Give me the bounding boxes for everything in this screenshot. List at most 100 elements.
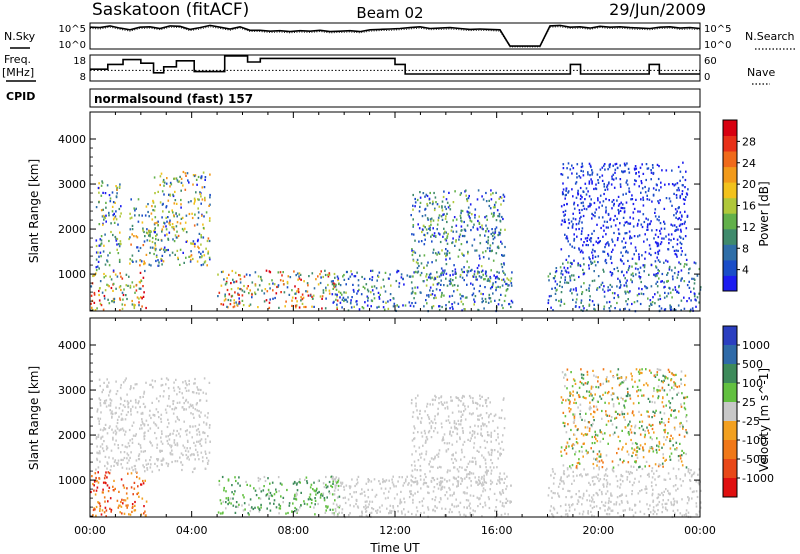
power-cell bbox=[668, 183, 670, 186]
velocity-cell bbox=[594, 393, 596, 396]
velocity-cell bbox=[484, 504, 487, 507]
power-cell bbox=[581, 292, 583, 296]
velocity-cell bbox=[217, 511, 220, 514]
power-cell bbox=[626, 303, 629, 306]
velocity-cell bbox=[639, 500, 641, 503]
power-cell bbox=[137, 249, 140, 252]
velocity-cell bbox=[320, 494, 322, 497]
power-cell bbox=[663, 207, 666, 210]
velocity-cell bbox=[166, 404, 169, 407]
power-cell bbox=[248, 292, 250, 295]
power-cell bbox=[153, 228, 156, 232]
power-cell bbox=[663, 308, 666, 311]
velocity-cell bbox=[96, 451, 98, 454]
power-cell bbox=[481, 269, 484, 272]
velocity-cell bbox=[165, 383, 167, 386]
power-cell bbox=[489, 297, 492, 300]
power-cell bbox=[104, 216, 107, 220]
velocity-cell bbox=[100, 437, 102, 440]
power-cell bbox=[130, 216, 133, 219]
power-cell bbox=[116, 275, 119, 278]
velocity-cell bbox=[505, 487, 507, 491]
power-cell bbox=[383, 285, 385, 288]
velocity-cell bbox=[487, 434, 489, 437]
power-cell bbox=[572, 298, 574, 301]
velocity-cell bbox=[385, 479, 388, 482]
velocity-cell bbox=[116, 427, 119, 430]
power-cell bbox=[476, 266, 479, 270]
power-cell bbox=[172, 226, 175, 229]
power-cell bbox=[422, 224, 425, 227]
velocity-cell bbox=[184, 430, 187, 433]
velocity-cell bbox=[296, 482, 298, 485]
power-cell bbox=[192, 183, 194, 186]
power-cell bbox=[593, 270, 595, 273]
velocity-cell bbox=[221, 475, 224, 479]
power-cell bbox=[559, 266, 562, 269]
velocity-cell bbox=[156, 446, 158, 449]
power-cell bbox=[562, 167, 565, 170]
velocity-cell bbox=[470, 437, 472, 440]
velocity-cell bbox=[194, 458, 196, 461]
power-cell bbox=[655, 273, 658, 276]
velocity-cell bbox=[136, 411, 139, 414]
velocity-cell bbox=[103, 399, 106, 403]
power-cell bbox=[619, 183, 622, 186]
power-cell bbox=[476, 228, 479, 231]
power-cell bbox=[685, 263, 688, 266]
power-colorbar-swatch bbox=[723, 244, 737, 261]
power-cell bbox=[257, 288, 259, 291]
power-cell bbox=[176, 236, 179, 239]
velocity-cell bbox=[588, 481, 590, 484]
power-cell bbox=[438, 305, 440, 308]
power-cell bbox=[436, 275, 439, 278]
velocity-cell bbox=[128, 445, 131, 448]
power-cell bbox=[120, 288, 122, 292]
velocity-cell bbox=[127, 403, 129, 406]
velocity-cell bbox=[450, 396, 452, 399]
velocity-cell bbox=[649, 511, 652, 514]
power-cell bbox=[226, 277, 228, 280]
power-cell bbox=[490, 269, 492, 272]
power-cell bbox=[185, 174, 187, 177]
power-cell bbox=[101, 215, 104, 218]
power-cell bbox=[606, 220, 608, 223]
power-cell bbox=[160, 259, 163, 262]
power-cell bbox=[163, 250, 166, 253]
velocity-cell bbox=[218, 483, 221, 486]
power-cell bbox=[491, 235, 494, 238]
velocity-cell bbox=[176, 393, 178, 396]
velocity-cell bbox=[496, 513, 499, 516]
power-colorbar-swatch bbox=[723, 120, 737, 136]
velocity-cell bbox=[439, 480, 442, 483]
velocity-cell bbox=[259, 478, 262, 481]
power-cell bbox=[377, 275, 380, 278]
power-cell bbox=[159, 175, 162, 178]
power-cell bbox=[607, 286, 609, 289]
power-cell bbox=[111, 191, 114, 194]
velocity-cell bbox=[582, 373, 585, 377]
velocity-cell bbox=[99, 509, 101, 512]
power-cell bbox=[207, 237, 210, 240]
power-cell bbox=[188, 255, 190, 258]
velocity-cell bbox=[502, 491, 505, 494]
power-cell bbox=[591, 182, 593, 185]
power-cell bbox=[630, 242, 632, 245]
velocity-cell bbox=[677, 455, 680, 458]
velocity-cell bbox=[648, 472, 650, 475]
power-cell bbox=[583, 241, 585, 244]
velocity-cell bbox=[490, 440, 492, 443]
velocity-cell bbox=[159, 449, 161, 452]
power-cell bbox=[603, 185, 606, 188]
velocity-cell bbox=[154, 462, 156, 465]
velocity-cell bbox=[693, 490, 695, 493]
velocity-cell bbox=[293, 480, 296, 484]
velocity-cell bbox=[106, 484, 109, 487]
velocity-cell bbox=[461, 413, 464, 416]
power-cell bbox=[623, 211, 626, 214]
power-cell bbox=[560, 223, 563, 226]
velocity-cell bbox=[126, 452, 129, 455]
power-cell bbox=[571, 292, 573, 295]
power-cell bbox=[178, 213, 181, 216]
velocity-cell bbox=[437, 452, 440, 455]
